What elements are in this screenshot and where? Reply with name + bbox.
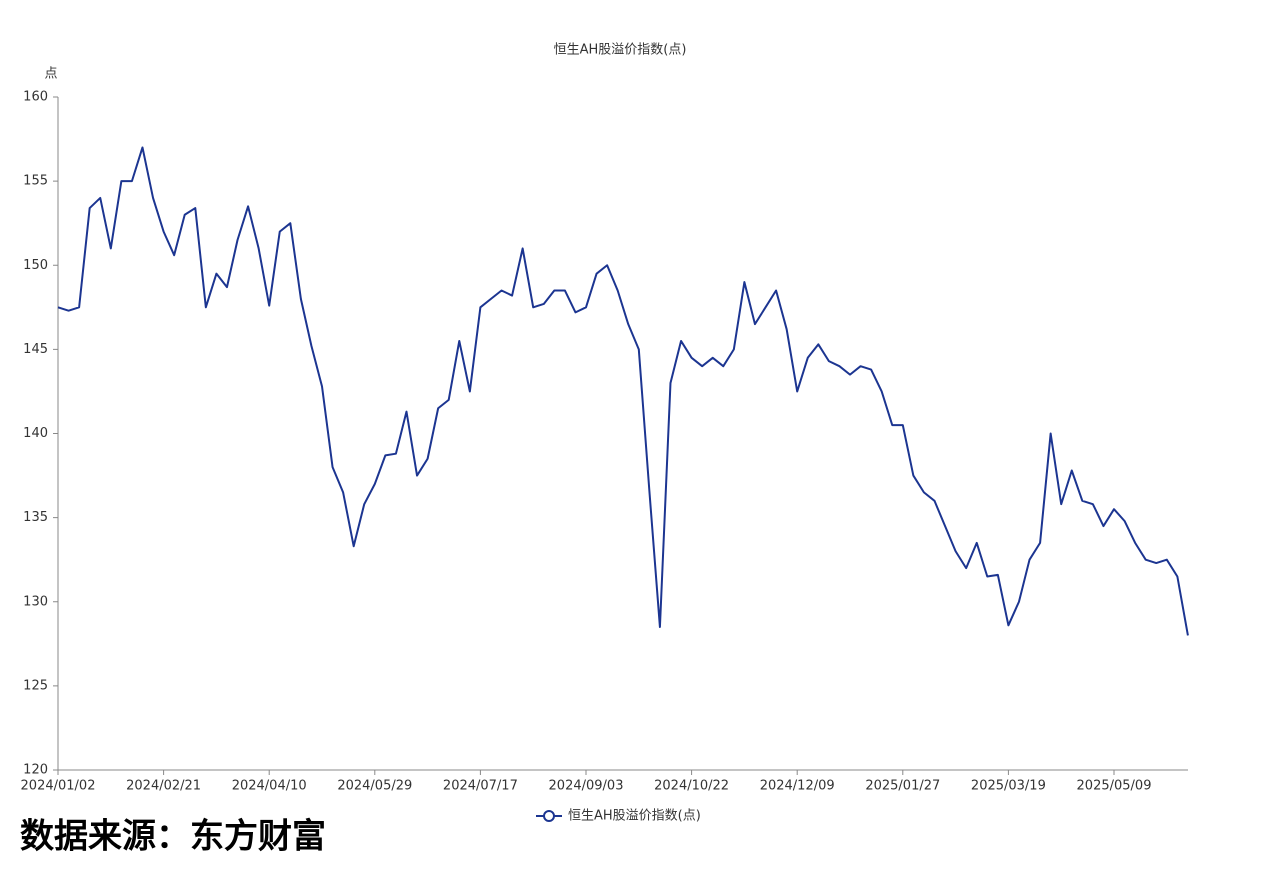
x-tick-label: 2024/04/10 bbox=[232, 779, 307, 794]
x-tick-label: 2025/01/27 bbox=[865, 779, 940, 794]
x-tick-label: 2024/01/02 bbox=[21, 779, 96, 794]
data-line bbox=[57, 146, 1189, 636]
y-tick-label: 130 bbox=[23, 594, 48, 609]
x-tick-label: 2025/05/09 bbox=[1077, 779, 1152, 794]
legend-marker bbox=[543, 810, 555, 822]
y-tick-label: 140 bbox=[23, 426, 48, 441]
x-tick-label: 2024/10/22 bbox=[654, 779, 729, 794]
y-tick-label: 120 bbox=[23, 763, 48, 778]
y-axis-label: 点 bbox=[44, 67, 57, 82]
x-tick-label: 2024/07/17 bbox=[443, 779, 518, 794]
y-tick-label: 150 bbox=[23, 258, 48, 273]
x-tick-label: 2024/09/03 bbox=[549, 779, 624, 794]
source-note: 数据来源：东方财富 bbox=[20, 817, 326, 857]
x-tick-label: 2025/03/19 bbox=[971, 779, 1046, 794]
chart-title: 恒生AH股溢价指数(点) bbox=[554, 43, 687, 58]
y-tick-label: 125 bbox=[23, 678, 48, 693]
x-tick-label: 2024/02/21 bbox=[126, 779, 201, 794]
y-tick-label: 155 bbox=[23, 174, 48, 189]
y-tick-label: 160 bbox=[23, 90, 48, 105]
legend-label: 恒生AH股溢价指数(点) bbox=[568, 809, 701, 824]
y-tick-label: 135 bbox=[23, 510, 48, 525]
y-tick-label: 145 bbox=[23, 342, 48, 357]
x-tick-label: 2024/05/29 bbox=[337, 779, 412, 794]
x-tick-label: 2024/12/09 bbox=[760, 779, 835, 794]
